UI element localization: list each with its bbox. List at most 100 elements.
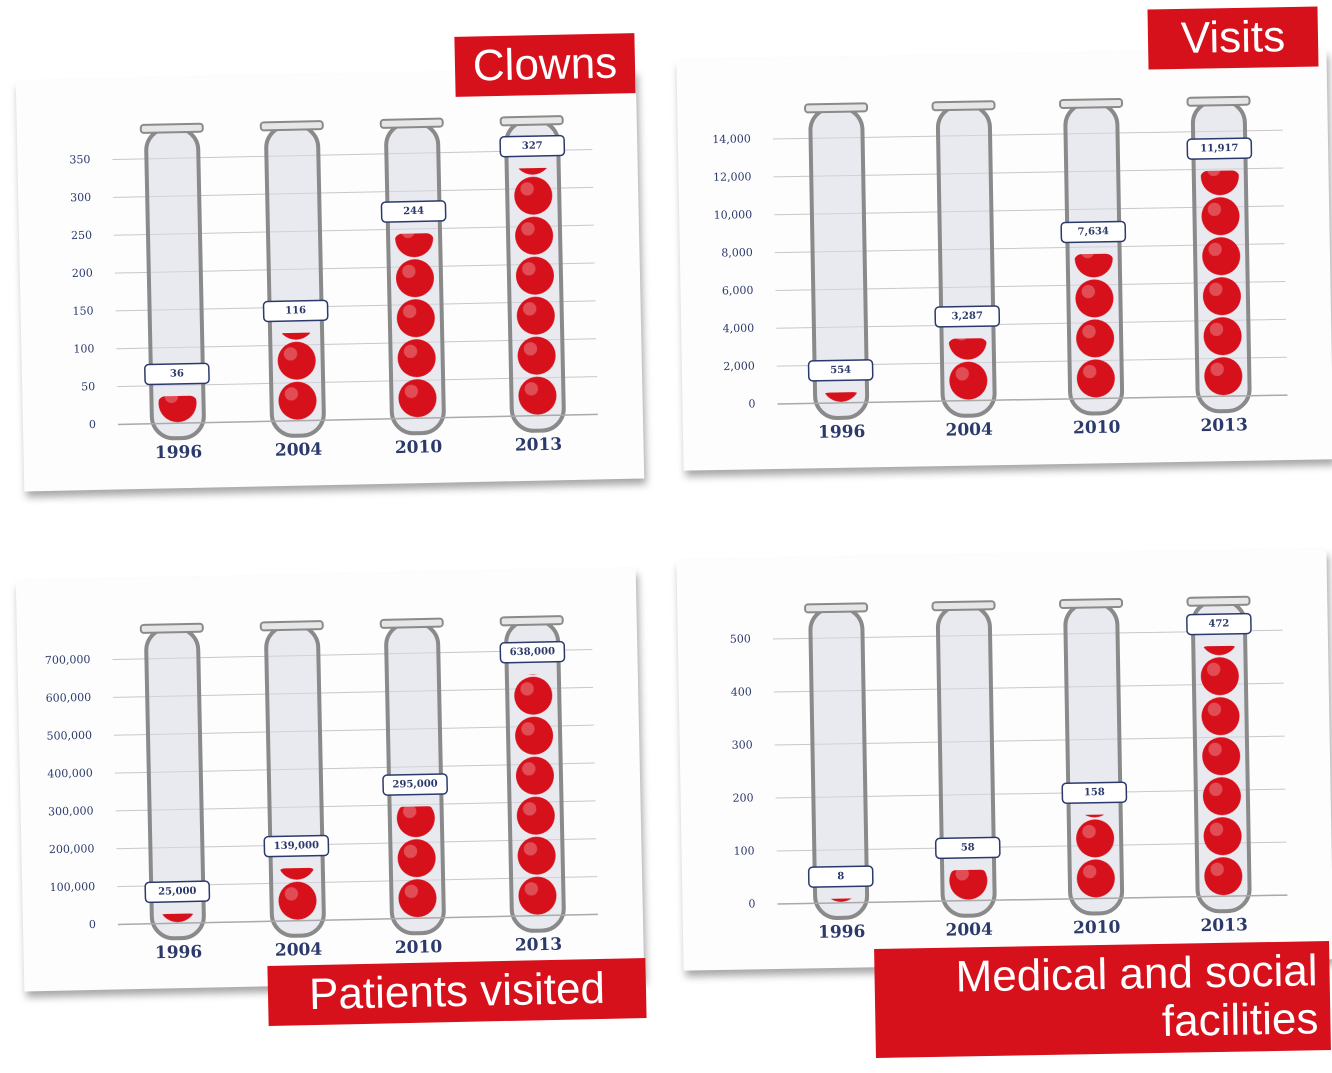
y-tick-label: 500,000	[46, 729, 92, 743]
value-label-box	[499, 640, 566, 664]
chart-title: Clowns	[454, 33, 636, 98]
y-tick-label: 250	[71, 229, 92, 242]
bar	[821, 392, 862, 404]
chart-panel: 0 2,000 4,000 6,000 8,000 10,000 12,000 14,000 5…	[676, 49, 1332, 471]
tube-rim	[139, 122, 204, 134]
value-label-box	[144, 880, 211, 904]
value-label: 116	[285, 305, 306, 316]
y-tick-label: 150	[72, 304, 93, 317]
tube-rim	[139, 622, 204, 634]
y-tick-label: 8,000	[721, 246, 753, 260]
y-tick-label: 50	[81, 380, 95, 393]
tube-rim	[379, 617, 444, 629]
chart: 0 2,000 4,000 6,000 8,000 10,000 12,000 14,000 5…	[712, 95, 1288, 443]
y-tick-label: 500	[730, 632, 751, 645]
test-tube	[144, 126, 206, 441]
value-label: 36	[170, 368, 184, 379]
y-tick-label: 100	[73, 342, 94, 355]
tube-rim	[499, 115, 564, 127]
value-label: 139,000	[274, 840, 319, 852]
x-axis	[777, 394, 1288, 405]
tube-rim	[931, 600, 996, 612]
bar	[157, 395, 198, 424]
tube-rim	[259, 620, 324, 632]
y-tick-label: 0	[89, 918, 96, 931]
chart: 0 100 200 300 400 500 8 1996 58 2004 158 2010 472 201…	[730, 595, 1288, 943]
x-tick-label: 2010	[395, 937, 443, 958]
bar	[512, 673, 558, 916]
value-label-box	[1061, 781, 1128, 804]
value-label: 244	[403, 206, 424, 217]
y-tick-label: 0	[748, 397, 755, 410]
y-tick-label: 700,000	[45, 653, 91, 667]
y-tick-label: 12,000	[713, 170, 752, 184]
y-tick-label: 4,000	[723, 322, 755, 336]
x-tick-label: 2004	[945, 920, 993, 941]
tube-rim	[379, 117, 444, 129]
value-label: 3,287	[951, 311, 983, 323]
value-label-box	[807, 359, 874, 382]
y-tick-label: 300	[732, 738, 753, 751]
bar	[394, 233, 438, 419]
x-tick-label: 2004	[945, 420, 993, 441]
bar	[821, 898, 862, 904]
y-tick-label: 0	[748, 897, 755, 910]
x-tick-label: 1996	[818, 922, 866, 943]
test-tube	[935, 603, 997, 918]
x-tick-label: 2004	[275, 940, 323, 961]
tube-rim	[1186, 95, 1251, 107]
chart-panel: 0 100,000 200,000 300,000 400,000 500,000 600,…	[15, 568, 645, 992]
value-label-box	[807, 865, 874, 888]
y-tick-label: 400,000	[47, 767, 93, 781]
x-tick-label: 1996	[155, 942, 203, 963]
y-tick-label: 200	[733, 791, 754, 804]
y-tick-label: 14,000	[712, 132, 751, 146]
bar	[948, 869, 989, 901]
value-label: 295,000	[392, 779, 437, 791]
y-tick-label: 200,000	[49, 842, 95, 856]
y-tick-label: 100,000	[50, 880, 96, 894]
y-tick-label: 400	[731, 685, 752, 698]
value-label: 25,000	[158, 886, 197, 898]
y-tick-label: 350	[69, 153, 90, 166]
tube-rim	[804, 602, 869, 614]
chart-panel: 0 100 200 300 400 500 8 1996 58 2004 158 2010 472 201…	[676, 549, 1332, 971]
y-tick-label: 200	[72, 267, 93, 280]
x-tick-label: 2013	[515, 435, 563, 456]
x-tick-label: 2010	[1073, 418, 1121, 439]
bar	[1073, 253, 1117, 399]
chart-panel: 0 50 100 150 200 250 300 350 36 1996 116 2004 244 201…	[15, 68, 645, 492]
tube-rim	[1186, 595, 1251, 607]
bar	[395, 806, 438, 919]
value-label-box	[144, 362, 210, 386]
y-tick-label: 300,000	[48, 804, 94, 818]
chart-title: Medical and social facilities	[874, 941, 1331, 1058]
chart: 0 100,000 200,000 300,000 400,000 500,000 600,…	[45, 615, 598, 963]
x-tick-label: 2010	[395, 437, 443, 458]
x-tick-label: 2004	[275, 440, 323, 461]
chart-title: Visits	[1147, 6, 1319, 70]
x-tick-label: 1996	[155, 442, 203, 463]
tube-rim	[499, 615, 564, 627]
value-label: 158	[1084, 787, 1105, 798]
x-tick-label: 2013	[515, 935, 563, 956]
x-tick-label: 1996	[818, 422, 866, 443]
bar	[1074, 814, 1117, 899]
chart-title: Patients visited	[267, 958, 647, 1027]
tube-rim	[931, 100, 996, 112]
value-label-box	[382, 773, 448, 796]
value-label-box	[262, 299, 329, 323]
y-tick-label: 0	[89, 418, 96, 431]
x-axis	[117, 413, 598, 426]
x-axis	[777, 894, 1288, 905]
value-label-box	[263, 834, 330, 858]
x-tick-label: 2010	[1073, 918, 1121, 939]
value-label: 327	[522, 140, 543, 151]
y-tick-label: 6,000	[722, 284, 754, 298]
tube-rim	[804, 102, 869, 114]
value-label-box	[934, 305, 1001, 328]
x-tick-label: 2013	[1200, 915, 1248, 936]
value-label: 554	[830, 365, 851, 376]
bar	[276, 332, 318, 421]
